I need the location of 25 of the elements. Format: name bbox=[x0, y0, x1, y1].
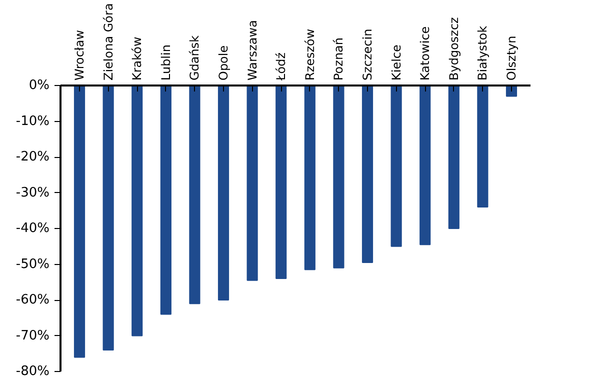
x-tick-label: Zielona Góra bbox=[101, 3, 116, 80]
x-tick-label: Olsztyn bbox=[504, 36, 518, 80]
x-tick-label: Kraków bbox=[130, 36, 144, 80]
x-tick-label: Gdańsk bbox=[188, 35, 202, 80]
x-tick-label: Opole bbox=[216, 45, 230, 80]
x-tick-label: Białystok bbox=[476, 26, 490, 80]
x-tick-label: Lublin bbox=[158, 44, 173, 80]
x-tick-label: Wrocław bbox=[72, 30, 87, 80]
x-tick-label: Łódź bbox=[274, 52, 288, 82]
y-tick-label: -60% bbox=[16, 292, 50, 308]
y-tick-label: -50% bbox=[16, 256, 50, 272]
y-tick-label: -10% bbox=[16, 114, 50, 129]
x-tick-label: Rzeszów bbox=[302, 28, 317, 80]
y-tick-label: -40% bbox=[16, 221, 50, 236]
x-tick-label: Szczecin bbox=[360, 28, 374, 80]
y-tick-label: -30% bbox=[16, 185, 50, 200]
x-tick-label: Warszawa bbox=[245, 20, 260, 80]
x-tick-label: Kielce bbox=[389, 44, 404, 80]
y-tick-label: 0% bbox=[28, 78, 50, 93]
y-tick-label: -80% bbox=[16, 364, 50, 379]
x-tick-label: Bydgoszcz bbox=[446, 17, 461, 80]
x-tick-label: Poznań bbox=[332, 37, 346, 80]
x-tick-label: Katowice bbox=[418, 26, 432, 80]
y-tick-label: -20% bbox=[16, 150, 50, 164]
y-tick-label: -70% bbox=[16, 328, 50, 344]
